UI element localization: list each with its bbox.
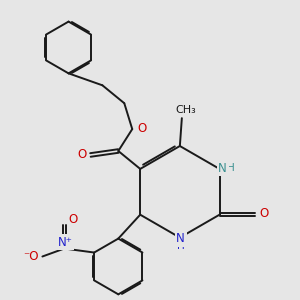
Text: O: O <box>77 148 86 161</box>
Text: O: O <box>138 122 147 135</box>
Text: CH₃: CH₃ <box>176 105 196 115</box>
Text: H: H <box>177 242 184 251</box>
Text: N⁺: N⁺ <box>58 236 73 249</box>
Text: N: N <box>218 162 227 175</box>
Text: N: N <box>176 232 185 245</box>
Text: O: O <box>260 207 269 220</box>
Text: O: O <box>68 213 78 226</box>
Text: H: H <box>227 163 235 173</box>
Text: ⁻O: ⁻O <box>23 250 39 263</box>
